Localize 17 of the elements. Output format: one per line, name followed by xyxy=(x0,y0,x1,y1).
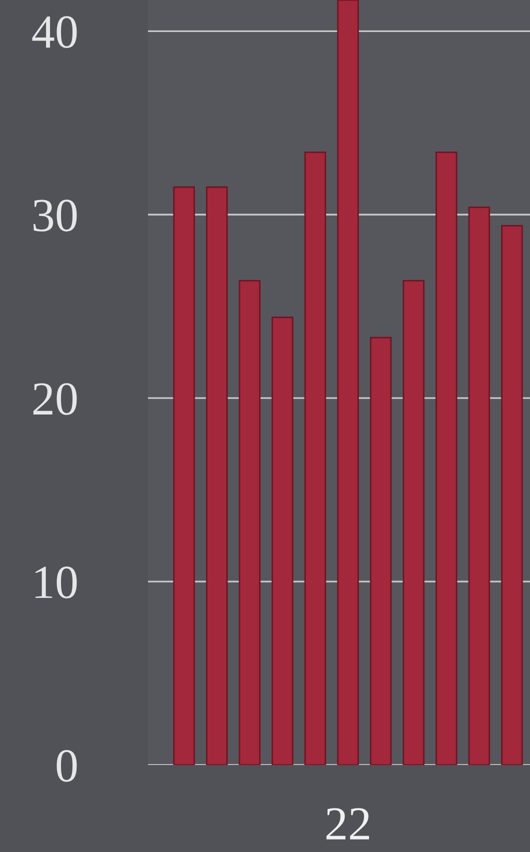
y-tick-label: 0 xyxy=(56,750,77,782)
y-tick-label: 40 xyxy=(32,16,77,48)
bar xyxy=(337,0,359,765)
x-tick-label: 22 xyxy=(326,808,370,840)
bar xyxy=(206,186,228,765)
bar xyxy=(436,152,458,765)
bar xyxy=(468,206,490,765)
y-tick-label: 20 xyxy=(33,383,77,415)
bar xyxy=(304,152,326,765)
bar xyxy=(272,316,294,765)
bar xyxy=(501,224,523,765)
bar xyxy=(238,280,261,765)
bar xyxy=(370,336,392,765)
y-tick-label: 30 xyxy=(34,200,77,232)
bar xyxy=(173,186,195,765)
y-tick-label: 10 xyxy=(35,566,77,598)
bar xyxy=(402,280,424,765)
